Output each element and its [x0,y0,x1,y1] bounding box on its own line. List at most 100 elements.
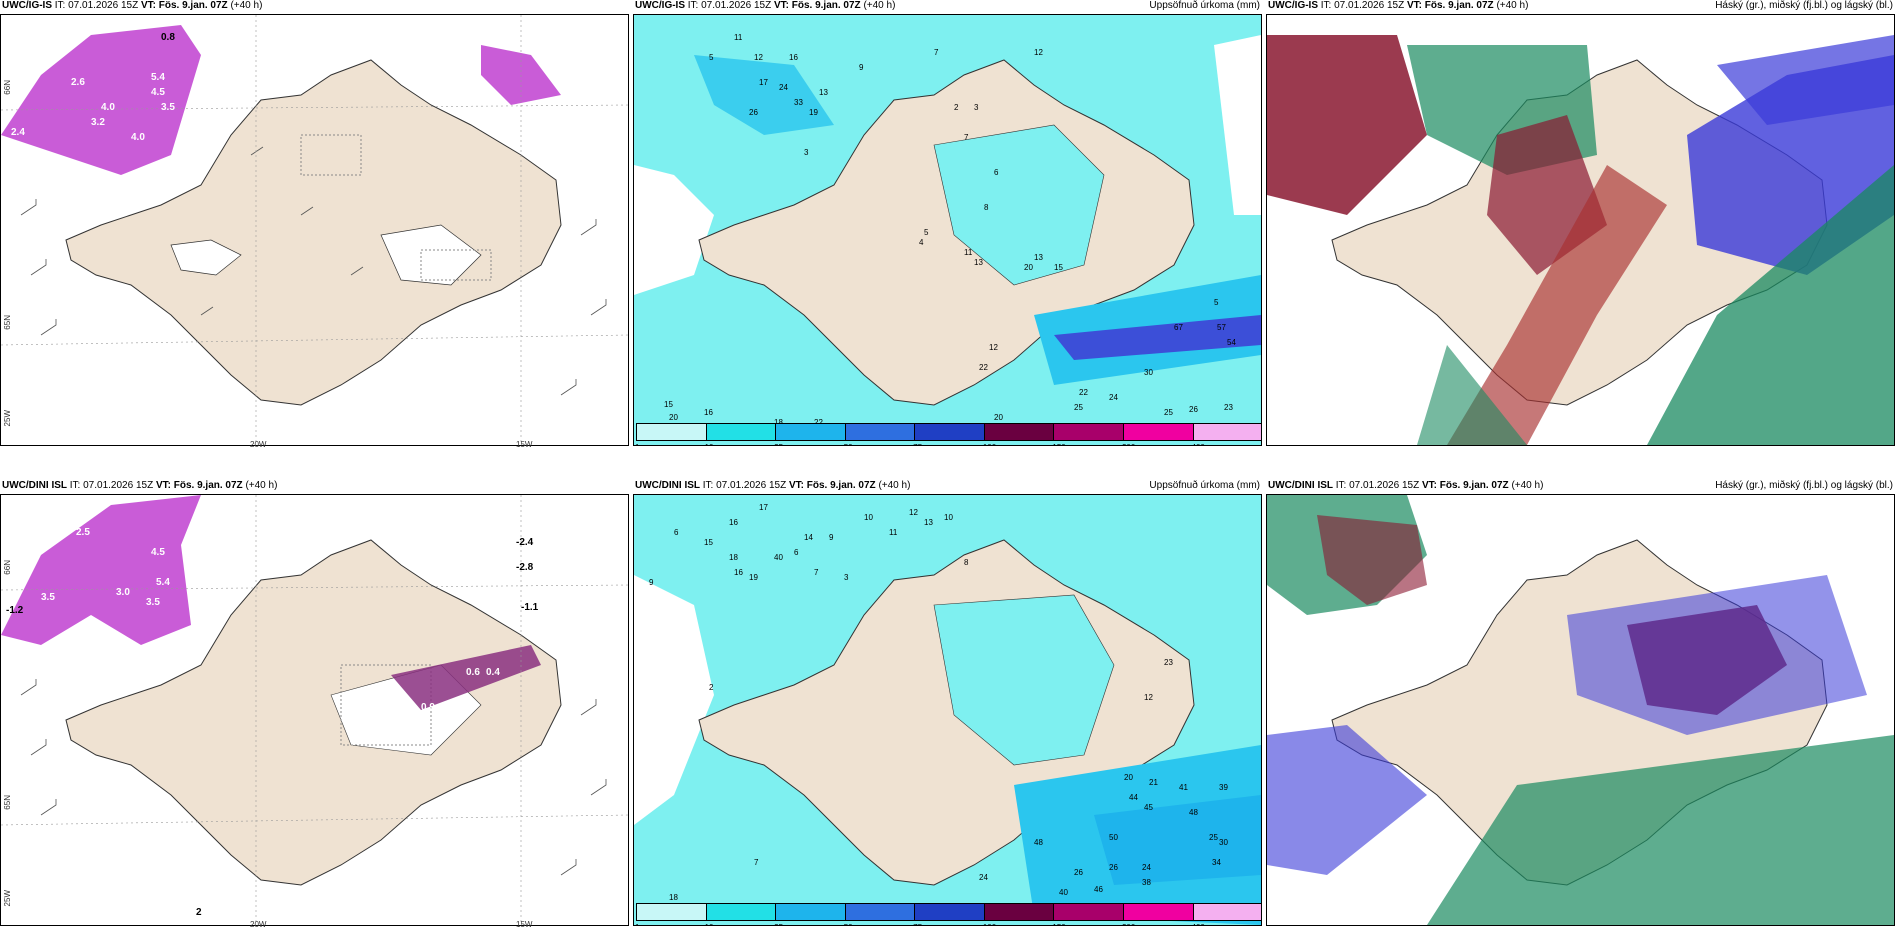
value-label: 23 [1164,658,1173,667]
value-label: 17 [759,78,768,87]
value-label: 2 [196,907,202,918]
panel-subtitle: Háský (gr.), miðský (fj.bl.) og lágský (… [1715,480,1893,491]
colorbar-tick-label: 200 [1122,923,1135,925]
value-label: 12 [754,53,763,62]
value-label: 48 [1189,808,1198,817]
colorbar-tick-label: 75 [913,443,922,445]
value-label: 40 [1059,888,1068,897]
lat-label: 65N [3,795,12,810]
value-label: 54 [1227,338,1236,347]
panel-title: UWC/DINI ISL IT: 07.01.2026 15Z VT: Fös.… [635,480,911,491]
value-label: 40 [774,553,783,562]
colorbar-segment: 50 [844,904,916,925]
colorbar-segment: 1 [635,904,707,925]
colorbar-tick-label: 150 [1052,923,1065,925]
value-label: 25 [1164,408,1173,417]
lon-label: 15W [516,440,533,449]
value-label: 4.0 [101,102,115,113]
panel-bottom-middle: UWC/DINI ISL IT: 07.01.2026 15Z VT: Fös.… [633,480,1262,926]
colorbar-segment: 25 [774,904,846,925]
value-label: 0.4 [486,667,500,678]
value-label: 15 [664,400,673,409]
value-label: 8 [964,558,969,567]
colorbar-segment: 100 [983,424,1055,445]
value-label: 30 [1219,838,1228,847]
map-wind-precip: 3.5 2.4 4.0 3.2 2.6 4.5 3.5 5.4 4.0 0.8 … [0,14,629,446]
colorbar-tick-label: 400 [1192,923,1205,925]
panel-top-right: UWC/IG-IS IT: 07.01.2026 15Z VT: Fös. 9.… [1266,0,1895,446]
value-label: 19 [809,108,818,117]
value-label: 7 [814,568,819,577]
map-accumulated-precip: 6 16 17 15 16 18 19 9 14 9 11 12 13 10 1… [633,494,1262,926]
colorbar-segment: 200 [1122,904,1194,925]
colorbar-tick-label: 50 [844,923,853,925]
colorbar-segment: 10 [705,904,777,925]
value-label: 13 [974,258,983,267]
colorbar-segment: 50 [844,424,916,445]
colorbar-tick-label: 400 [1192,443,1205,445]
value-label: 5 [1214,298,1219,307]
colorbar-segment: 400 [1192,424,1261,445]
value-label: 10 [944,513,953,522]
value-label: 6 [794,548,799,557]
colorbar-segment: 150 [1052,424,1124,445]
value-label: 3 [844,573,849,582]
value-label: 2 [954,103,959,112]
value-label: 22 [814,418,823,427]
value-label: 15 [1054,263,1063,272]
value-label: 3 [804,148,809,157]
value-label: 16 [734,568,743,577]
value-label: 13 [1034,253,1043,262]
value-label: 3.2 [91,117,105,128]
value-label: 41 [1179,783,1188,792]
value-label: 13 [819,88,828,97]
colorbar-tick-label: 25 [774,923,783,925]
colorbar-tick-label: 1 [635,443,639,445]
value-label: 44 [1129,793,1138,802]
colorbar-tick-label: 50 [844,443,853,445]
value-label: 16 [729,518,738,527]
lat-label: 66N [3,560,12,575]
value-label: 45 [1144,803,1153,812]
value-label: 0.9 [421,702,435,713]
colorbar-segment: 150 [1052,904,1124,925]
value-label: 26 [749,108,758,117]
value-label: 5 [709,53,714,62]
value-label: -1.2 [6,605,24,616]
value-label: 26 [1189,405,1198,414]
value-label: -2.4 [516,537,534,548]
lon-label: 20W [250,440,267,449]
value-label: 6 [994,168,999,177]
panel-subtitle: Uppsöfnuð úrkoma (mm) [1149,0,1260,11]
lon-label: 15W [516,920,533,929]
panel-title: UWC/IG-IS IT: 07.01.2026 15Z VT: Fös. 9.… [2,0,263,11]
colorbar-segment: 100 [983,904,1055,925]
value-label: 9 [649,578,654,587]
lon-label: 20W [250,920,267,929]
value-label: 0.6 [226,77,240,88]
value-label: 2.6 [71,77,85,88]
panel-title: UWC/DINI ISL IT: 07.01.2026 15Z VT: Fös.… [1268,480,1544,491]
value-label: 48 [1034,838,1043,847]
value-label: 13 [924,518,933,527]
colorbar-segment: 10 [705,424,777,445]
value-label: 3.5 [146,597,160,608]
panel-title: UWC/IG-IS IT: 07.01.2026 15Z VT: Fös. 9.… [1268,0,1529,11]
value-label: -1.1 [521,602,539,613]
value-label: 26 [1074,868,1083,877]
value-label: 21 [1149,778,1158,787]
value-label: 4 [919,238,924,247]
value-label: 12 [1144,693,1153,702]
value-label: 24 [979,873,988,882]
value-label: 17 [759,503,768,512]
value-label: 57 [1217,323,1226,332]
value-label: 11 [964,248,973,257]
lat-label: 65N [3,315,12,330]
value-label: 39 [1219,783,1228,792]
value-label: 12 [909,508,918,517]
colorbar-segment: 75 [913,424,985,445]
value-label: 9 [829,533,834,542]
value-label: 50 [1109,833,1118,842]
value-label: 23 [1224,403,1233,412]
value-label: 22 [1079,388,1088,397]
